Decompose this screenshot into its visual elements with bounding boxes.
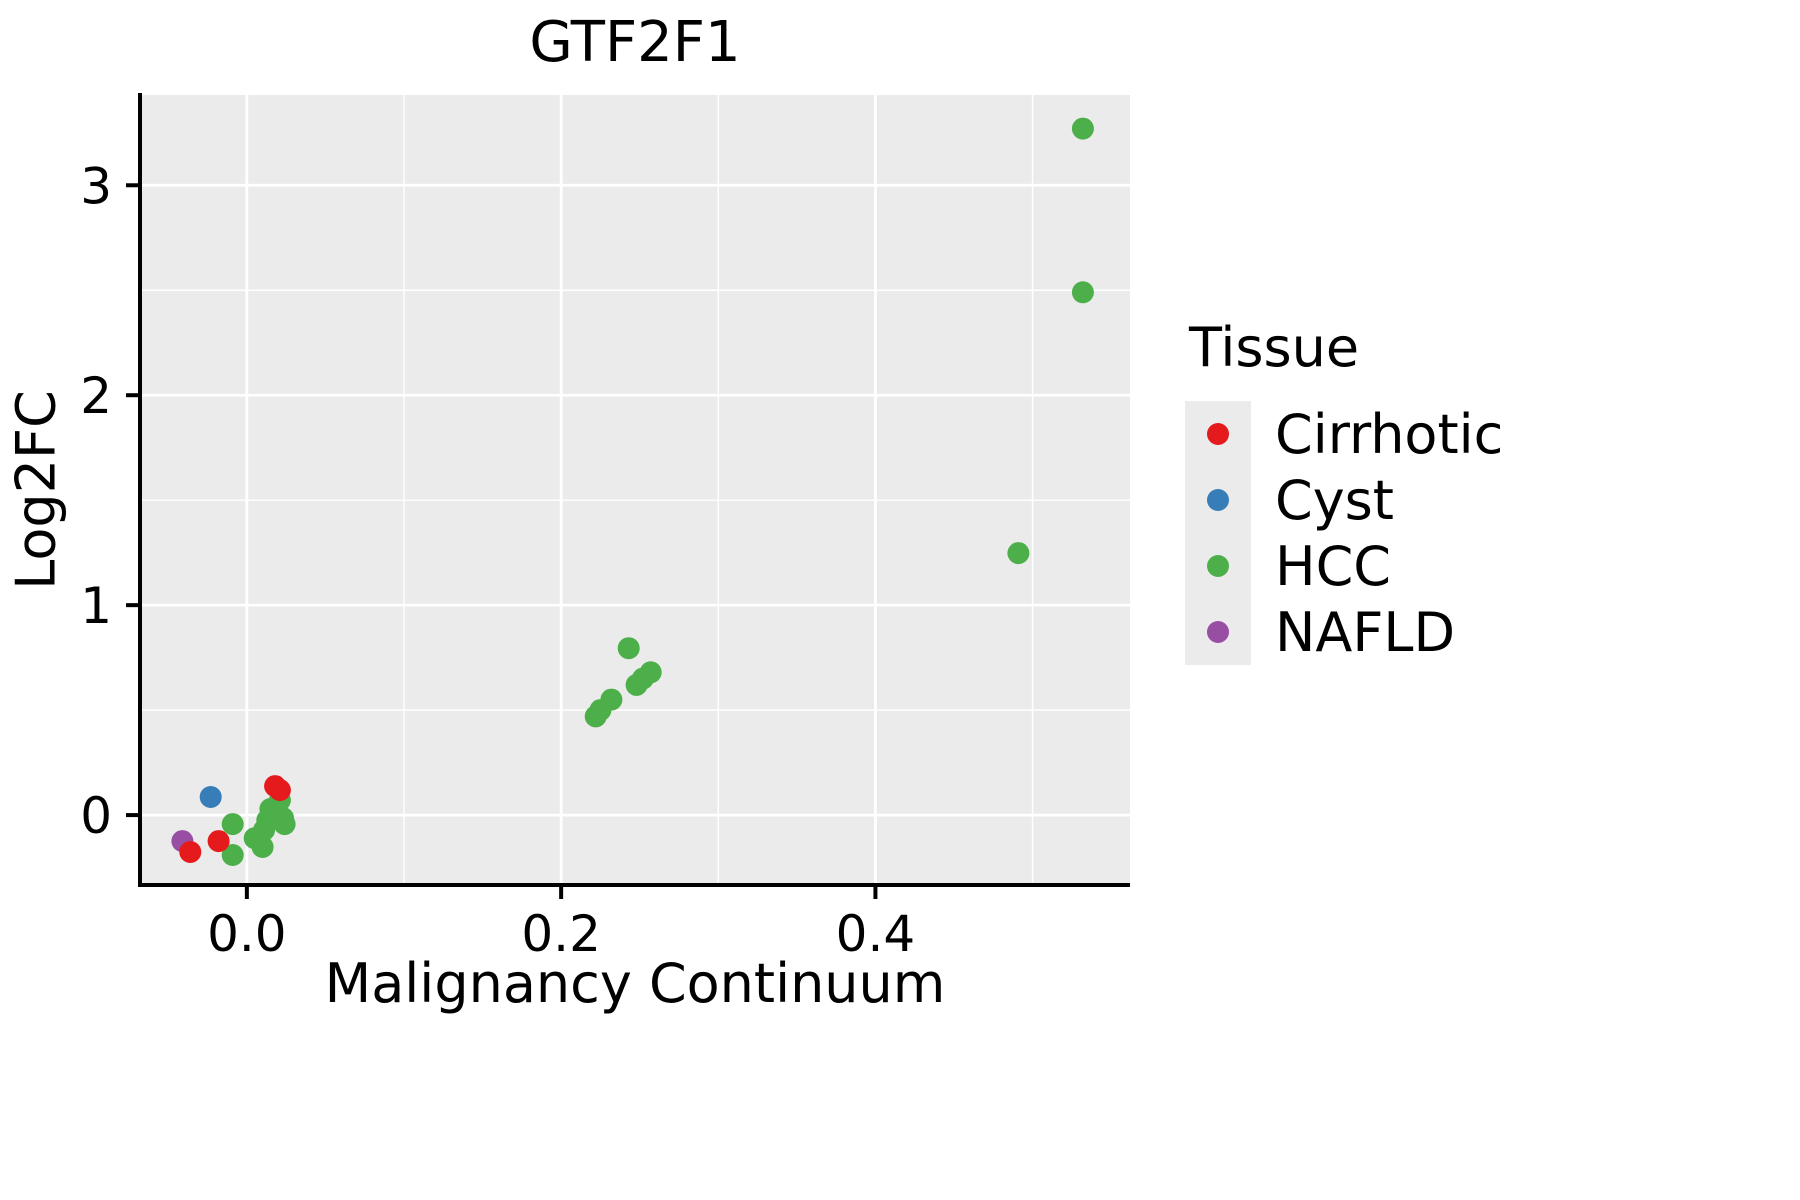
legend-label-cyst: Cyst (1275, 468, 1394, 532)
legend-label-nafld: NAFLD (1275, 600, 1456, 664)
legend: Tissue Cirrhotic Cyst HCC NAFLD (1185, 316, 1503, 665)
data-point-cirrhotic (268, 779, 291, 802)
plot-area: 0.0 0.2 0.4 0 1 2 3 (80, 93, 1130, 963)
data-point-hcc (273, 813, 296, 836)
legend-label-cirrhotic: Cirrhotic (1275, 402, 1504, 466)
legend-swatch-cyst-icon (1207, 489, 1229, 511)
legend-key (1185, 533, 1251, 599)
legend-swatch-hcc-icon (1207, 555, 1229, 577)
legend-key (1185, 467, 1251, 533)
data-point-hcc (251, 836, 274, 858)
legend-key (1185, 599, 1251, 665)
legend-label-hcc: HCC (1275, 534, 1392, 598)
plot-svg: 0.0 0.2 0.4 0 1 2 3 (80, 93, 1130, 963)
legend-swatch-nafld-icon (1207, 621, 1229, 643)
x-tick-label: 0.0 (207, 905, 287, 963)
legend-item-nafld: NAFLD (1185, 599, 1503, 665)
y-tick-label: 3 (80, 157, 112, 215)
data-point-hcc (1071, 117, 1094, 140)
legend-key (1185, 401, 1251, 467)
x-tick-label: 0.2 (521, 905, 601, 963)
data-point-hcc (639, 661, 662, 684)
y-tick-label: 2 (80, 367, 112, 425)
chart-title: GTF2F1 (529, 10, 741, 75)
data-point-hcc (221, 813, 244, 836)
y-axis-title: Log2FC (4, 390, 68, 590)
x-axis-title: Malignancy Continuum (324, 952, 946, 1015)
plot-panel (140, 95, 1130, 885)
y-tick-label: 1 (80, 577, 112, 635)
data-point-hcc (221, 844, 244, 866)
y-tick-label: 0 (80, 787, 112, 845)
data-point-cirrhotic (207, 830, 230, 853)
data-point-hcc (600, 688, 623, 711)
legend-swatch-cirrhotic-icon (1207, 423, 1229, 445)
data-point-cyst (199, 786, 222, 808)
data-point-cirrhotic (179, 841, 202, 863)
x-tick-label: 0.4 (836, 905, 916, 963)
data-point-hcc (617, 637, 640, 660)
legend-item-cirrhotic: Cirrhotic (1185, 401, 1503, 467)
data-point-hcc (1007, 542, 1030, 565)
legend-item-cyst: Cyst (1185, 467, 1503, 533)
data-point-hcc (1071, 281, 1094, 304)
legend-item-hcc: HCC (1185, 533, 1503, 599)
legend-title: Tissue (1189, 316, 1360, 379)
